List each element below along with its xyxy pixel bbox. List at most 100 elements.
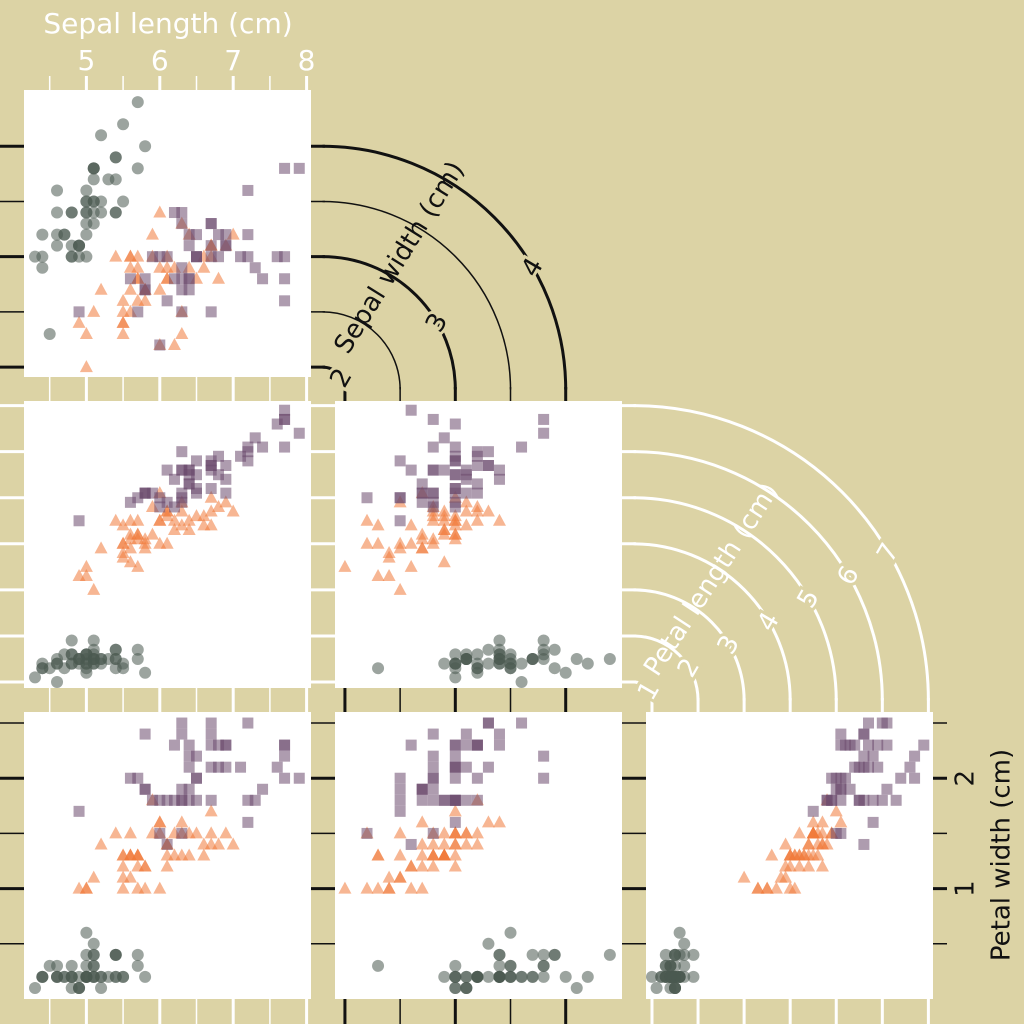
data-point <box>189 826 203 839</box>
data-point <box>493 652 506 665</box>
data-point <box>205 240 217 252</box>
data-point <box>863 717 875 729</box>
data-point <box>815 815 829 828</box>
data-point <box>482 970 495 983</box>
data-point <box>242 229 254 241</box>
data-point <box>460 761 472 773</box>
data-point <box>515 676 528 689</box>
data-point <box>168 501 180 513</box>
data-point <box>205 251 217 263</box>
data-point <box>29 671 42 684</box>
data-point <box>213 251 225 263</box>
data-point <box>212 837 226 850</box>
data-point <box>183 240 195 252</box>
data-point <box>427 413 439 425</box>
data-point <box>802 859 816 872</box>
data-point <box>131 859 145 872</box>
data-point <box>87 937 100 950</box>
data-point <box>139 487 151 499</box>
data-point <box>161 251 173 263</box>
data-point <box>393 536 407 549</box>
panel <box>335 712 622 999</box>
data-point <box>482 446 494 458</box>
data-point <box>471 648 484 661</box>
data-point <box>29 981 42 994</box>
data-point <box>471 739 483 751</box>
data-point <box>87 648 100 661</box>
data-point <box>220 240 232 252</box>
data-point <box>197 837 211 850</box>
data-point <box>116 315 130 328</box>
data-point <box>427 464 439 476</box>
data-point <box>449 441 461 453</box>
data-point <box>95 981 108 994</box>
data-point <box>205 794 217 806</box>
data-point <box>449 739 461 751</box>
data-point <box>460 487 472 499</box>
data-point <box>867 816 879 828</box>
data-point <box>65 634 78 647</box>
data-point <box>197 848 211 861</box>
data-point <box>123 555 137 568</box>
data-point <box>183 761 195 773</box>
data-point <box>416 478 428 490</box>
data-point <box>116 518 130 531</box>
data-point <box>87 173 100 186</box>
data-point <box>807 805 819 817</box>
data-point <box>279 273 291 285</box>
data-point <box>79 881 93 894</box>
data-point <box>482 459 494 471</box>
data-point <box>176 728 188 740</box>
data-point <box>212 499 226 512</box>
data-point <box>131 162 144 175</box>
data-point <box>438 464 450 476</box>
data-point <box>176 492 188 504</box>
data-point <box>427 827 439 839</box>
data-point <box>426 513 440 526</box>
data-point <box>279 772 291 784</box>
data-point <box>132 306 144 318</box>
data-point <box>161 496 173 508</box>
data-point <box>117 970 130 983</box>
data-point <box>427 487 439 499</box>
data-point <box>664 970 677 983</box>
data-point <box>116 870 130 883</box>
data-point <box>190 483 202 495</box>
data-point <box>504 662 517 675</box>
data-point <box>526 652 539 665</box>
data-point <box>427 441 439 453</box>
data-point <box>806 826 820 839</box>
data-point <box>493 464 505 476</box>
data-point <box>124 273 136 285</box>
data-point <box>559 666 572 679</box>
data-point <box>482 761 494 773</box>
data-point <box>197 260 211 273</box>
data-point <box>581 970 594 983</box>
data-point <box>460 794 472 806</box>
data-point <box>160 859 174 872</box>
data-point <box>482 937 495 950</box>
data-point <box>116 326 130 339</box>
data-point <box>131 948 144 961</box>
data-point <box>51 239 64 252</box>
data-point <box>909 750 921 762</box>
data-point <box>213 469 225 481</box>
data-point <box>279 750 291 762</box>
data-point <box>797 848 811 861</box>
data-point <box>448 527 462 540</box>
data-point <box>821 794 833 806</box>
data-point <box>471 657 484 670</box>
data-point <box>87 948 100 961</box>
data-point <box>438 657 451 670</box>
data-point <box>123 541 137 554</box>
data-point <box>205 761 217 773</box>
data-point <box>404 859 418 872</box>
data-point <box>687 948 700 961</box>
data-point <box>449 648 462 661</box>
data-point <box>139 666 152 679</box>
data-point <box>449 455 461 467</box>
data-point <box>279 404 291 416</box>
data-point <box>123 513 137 526</box>
data-point <box>145 527 159 540</box>
data-point <box>783 859 797 872</box>
